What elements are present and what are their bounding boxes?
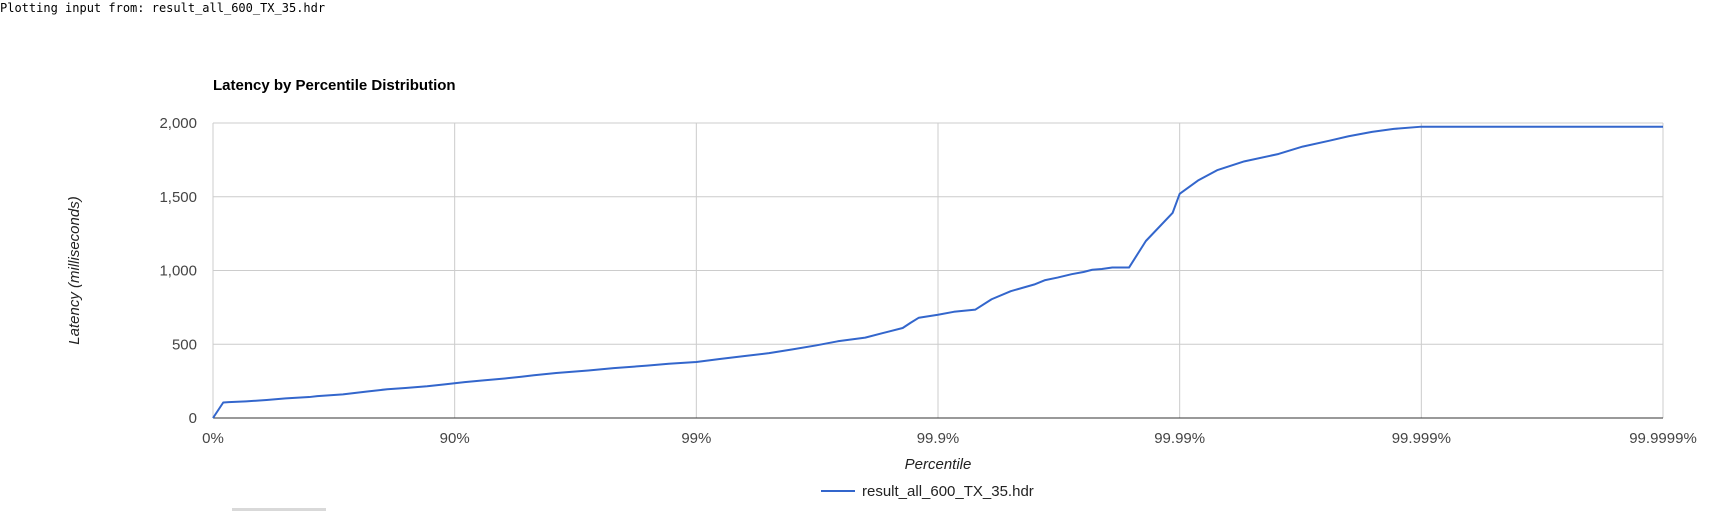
x-tick-label: 90% <box>440 430 470 447</box>
legend[interactable]: result_all_600_TX_35.hdr <box>821 483 1034 500</box>
x-tick-label: 99.99% <box>1154 430 1205 447</box>
y-tick-label: 500 <box>172 336 197 353</box>
source-file-label: Plotting input from: result_all_600_TX_3… <box>0 1 326 15</box>
x-tick-label: 99% <box>681 430 711 447</box>
x-tick-labels: 0% 90% 99% 99.9% 99.99% 99.999% 99.9999% <box>202 430 1697 447</box>
x-tick-label: 99.999% <box>1392 430 1451 447</box>
y-tick-label: 1,500 <box>159 189 197 206</box>
series-line <box>212 125 1663 419</box>
y-tick-label: 1,000 <box>159 263 197 280</box>
grid-lines <box>212 122 1664 418</box>
legend-label: result_all_600_TX_35.hdr <box>862 483 1034 500</box>
y-tick-labels: 0 500 1,000 1,500 2,000 <box>159 115 197 427</box>
y-tick-label: 2,000 <box>159 115 197 132</box>
series-layer <box>212 125 1663 419</box>
x-tick-label: 99.9% <box>917 430 960 447</box>
x-axis-title: Percentile <box>905 456 972 473</box>
scrollbar-stub[interactable] <box>232 508 326 511</box>
y-tick-label: 0 <box>189 410 197 427</box>
x-tick-label: 99.9999% <box>1629 430 1697 447</box>
y-axis-title: Latency (milliseconds) <box>66 196 83 344</box>
x-tick-label: 0% <box>202 430 224 447</box>
chart-title: Latency by Percentile Distribution <box>213 77 456 94</box>
